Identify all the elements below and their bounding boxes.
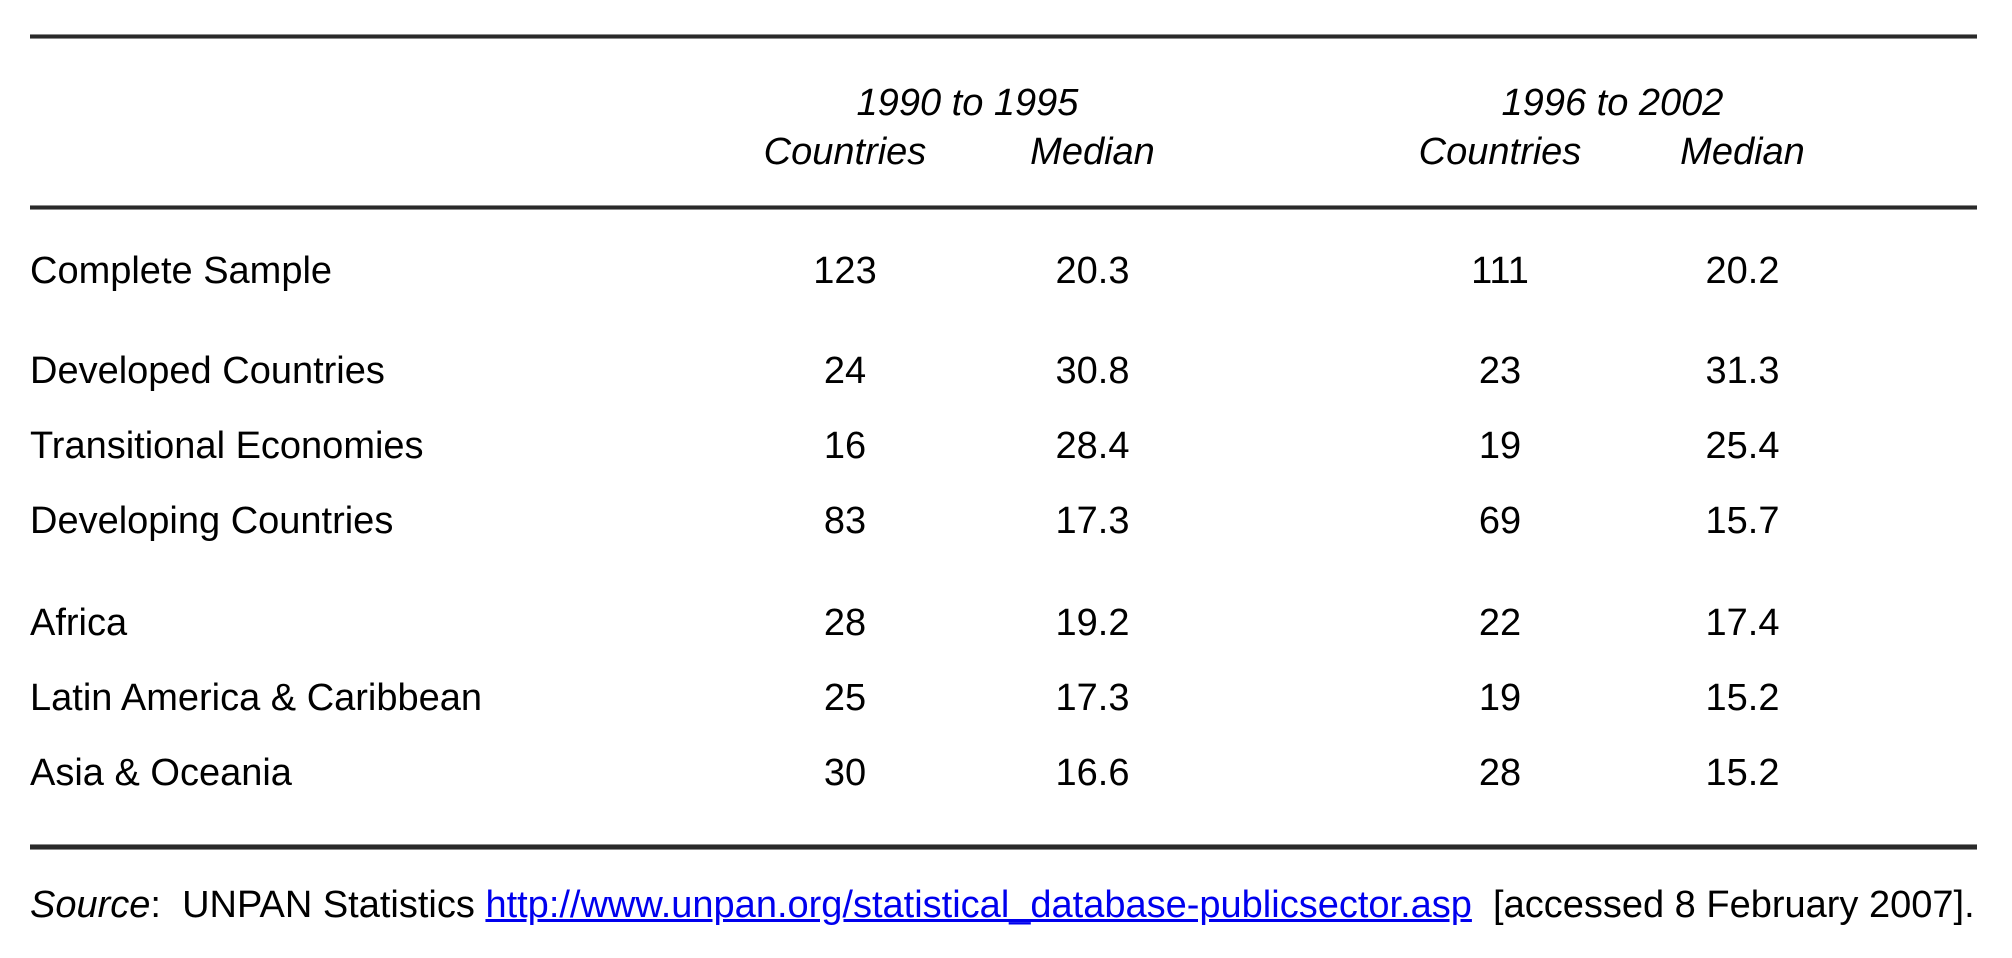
- table-bottom-rule: [30, 845, 1977, 849]
- group-header-1996-2002: 1996 to 2002: [1501, 81, 1724, 124]
- cell-median-1: 16.6: [1055, 752, 1130, 794]
- cell-countries-2: 28: [1478, 752, 1522, 794]
- row-label: Africa: [30, 602, 128, 644]
- table-header-sub-row: Countries Median Countries Median: [30, 128, 1977, 176]
- table-row-developing-countries: Developing Countries 83 17.3 69 15.7: [30, 484, 1977, 559]
- row-label: Complete Sample: [30, 250, 333, 292]
- table-row-transitional-economies: Transitional Economies 16 28.4 19 25.4: [30, 409, 1977, 484]
- cell-median-1: 20.3: [1055, 250, 1130, 292]
- source-label: Source: [30, 884, 151, 926]
- cell-median-1: 30.8: [1055, 350, 1130, 392]
- cell-countries-2: 23: [1478, 350, 1522, 392]
- cell-median-1: 17.3: [1055, 677, 1130, 719]
- group-header-1990-1995: 1990 to 1995: [856, 81, 1079, 124]
- column-header-countries-2: Countries: [1418, 130, 1582, 173]
- cell-median-2: 31.3: [1705, 350, 1780, 392]
- cell-median-2: 15.7: [1705, 500, 1780, 542]
- cell-countries-2: 19: [1478, 425, 1522, 467]
- column-header-median-2: Median: [1680, 130, 1805, 173]
- cell-median-1: 17.3: [1055, 500, 1130, 542]
- cell-median-1: 28.4: [1055, 425, 1130, 467]
- row-label: Asia & Oceania: [30, 752, 292, 794]
- cell-countries-1: 25: [823, 677, 867, 719]
- cell-countries-1: 16: [823, 425, 867, 467]
- table-top-rule: [30, 35, 1977, 38]
- cell-countries-1: 123: [813, 250, 877, 292]
- column-header-countries-1: Countries: [763, 130, 927, 173]
- cell-countries-1: 24: [823, 350, 867, 392]
- column-header-median-1: Median: [1030, 130, 1155, 173]
- cell-countries-2: 111: [1471, 250, 1529, 292]
- source-link[interactable]: http://www.unpan.org/statistical_databas…: [485, 884, 1472, 926]
- cell-median-2: 15.2: [1705, 752, 1780, 794]
- cell-countries-1: 83: [823, 500, 867, 542]
- table-row-latin-america-caribbean: Latin America & Caribbean 25 17.3 19 15.…: [30, 661, 1977, 736]
- source-note: Source: UNPAN Statistics http://www.unpa…: [30, 881, 1977, 929]
- cell-median-2: 20.2: [1705, 250, 1780, 292]
- table-header-group-row: 1990 to 1995 1996 to 2002: [30, 78, 1977, 128]
- cell-countries-2: 22: [1478, 602, 1522, 644]
- table-row-africa: Africa 28 19.2 22 17.4: [30, 586, 1977, 661]
- cell-median-2: 15.2: [1705, 677, 1780, 719]
- row-label: Transitional Economies: [30, 425, 424, 467]
- row-label: Developed Countries: [30, 350, 385, 392]
- table-header-rule: [30, 206, 1977, 209]
- row-label: Developing Countries: [30, 500, 394, 542]
- table-body: Complete Sample 123 20.3 111 20.2 Develo…: [30, 209, 1977, 811]
- cell-median-2: 25.4: [1705, 425, 1780, 467]
- cell-median-1: 19.2: [1055, 602, 1130, 644]
- table-row-asia-oceania: Asia & Oceania 30 16.6 28 15.2: [30, 736, 1977, 811]
- row-label: Latin America & Caribbean: [30, 677, 483, 719]
- table-row-complete-sample: Complete Sample 123 20.3 111 20.2: [30, 234, 1977, 309]
- cell-countries-2: 69: [1478, 500, 1522, 542]
- source-text-before-link: : UNPAN Statistics: [150, 884, 486, 926]
- cell-countries-2: 19: [1478, 677, 1522, 719]
- table-header: 1990 to 1995 1996 to 2002 Countries Medi…: [30, 78, 1977, 176]
- cell-countries-1: 28: [823, 602, 867, 644]
- table-row-developed-countries: Developed Countries 24 30.8 23 31.3: [30, 334, 1977, 409]
- cell-median-2: 17.4: [1705, 602, 1780, 644]
- source-text-after-link: [accessed 8 February 2007].: [1471, 884, 1975, 926]
- cell-countries-1: 30: [823, 752, 867, 794]
